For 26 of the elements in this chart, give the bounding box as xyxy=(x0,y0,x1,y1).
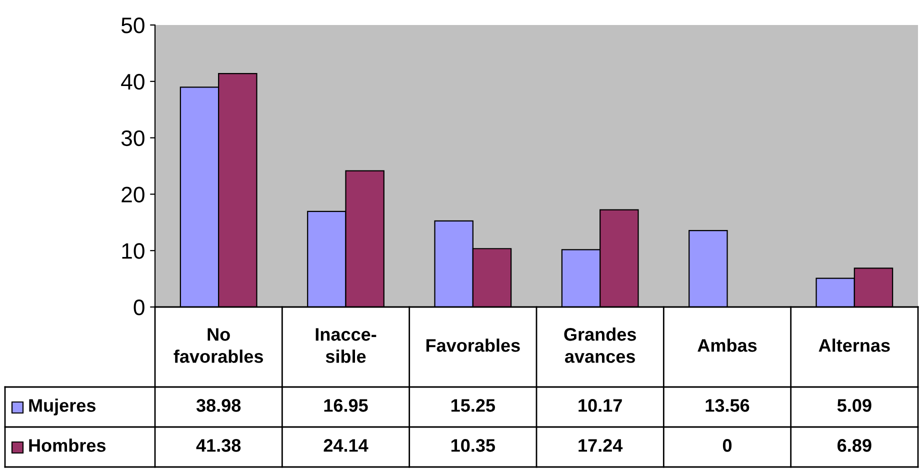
data-label: 0 xyxy=(722,439,732,452)
data-label: 5.09 xyxy=(837,399,872,412)
x-tick-label: No favorables xyxy=(174,328,264,363)
legend-label: Hombres xyxy=(29,438,106,452)
x-tick-label: Grandes avances xyxy=(564,328,636,363)
data-label: 15.25 xyxy=(451,399,496,412)
y-tick-label: 50 xyxy=(121,18,144,34)
legend-label: Mujeres xyxy=(29,398,96,416)
y-tick-label: 20 xyxy=(122,186,144,202)
y-tick-label: 0 xyxy=(134,300,144,316)
y-tick-label: 30 xyxy=(121,130,144,146)
data-label: 6.89 xyxy=(838,439,872,452)
data-label: 10.35 xyxy=(451,439,496,452)
x-tick-label: Ambas xyxy=(698,338,757,352)
x-tick-label: Favorables xyxy=(426,338,520,352)
x-tick-label: Inacce- sible xyxy=(316,328,376,363)
data-label: 16.95 xyxy=(324,399,368,412)
data-label: 41.38 xyxy=(196,439,241,452)
data-label: 38.98 xyxy=(196,399,241,412)
data-label: 17.24 xyxy=(578,439,623,452)
y-tick-label: 40 xyxy=(121,74,144,90)
data-label: 13.56 xyxy=(706,399,750,412)
data-label: 10.17 xyxy=(578,399,622,412)
x-tick-label: Alternas xyxy=(818,338,890,352)
y-tick-label: 10 xyxy=(122,243,144,259)
data-label: 24.14 xyxy=(324,439,368,452)
